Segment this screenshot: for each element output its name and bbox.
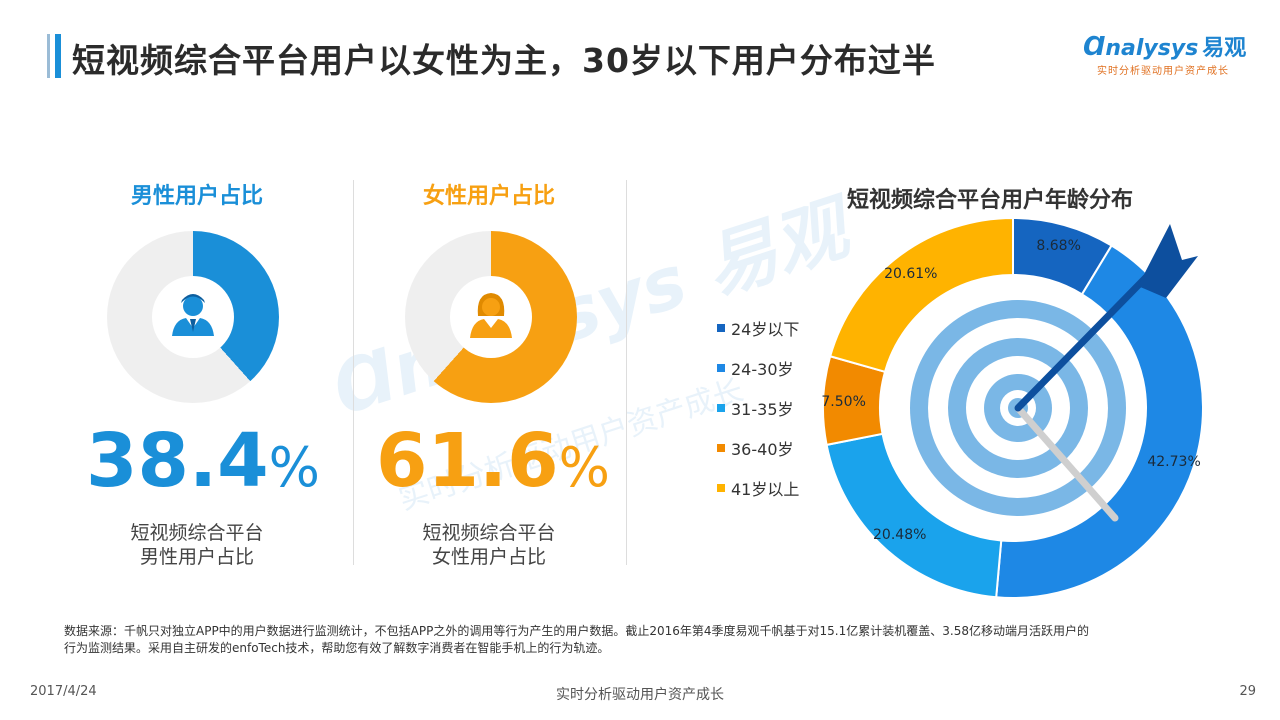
age-slice-label: 42.73% [1147, 454, 1200, 470]
data-source-note: 数据来源：千帆只对独立APP中的用户数据进行监测统计，不包括APP之外的调用等行… [64, 623, 1214, 657]
legend-swatch [717, 324, 725, 332]
legend-swatch [717, 484, 725, 492]
legend-label: 24岁以下 [731, 320, 800, 339]
female-caption: 短视频综合平台 女性用户占比 [369, 521, 609, 569]
panel-divider-2 [626, 180, 627, 565]
age-distribution-donut-chart: 8.68% 42.73% 20.48% 7.50% 20.61% [821, 218, 1204, 598]
female-caption-line2: 女性用户占比 [431, 546, 546, 568]
page-number: 29 [1239, 684, 1256, 699]
logo-tagline: 实时分析驱动用户资产成长 [1097, 66, 1229, 77]
logo-brand: nalysys [1105, 36, 1199, 61]
age-slice-label: 20.61% [884, 266, 937, 282]
title-accent-bar-light [47, 34, 50, 78]
male-caption-line1: 短视频综合平台 [130, 522, 264, 544]
age-chart-legend: 24岁以下 24-30岁 31-35岁 36-40岁 41岁以上 [717, 308, 799, 508]
female-percentage: 61.6% [343, 418, 643, 504]
legend-item: 41岁以上 [717, 468, 799, 508]
female-donut-center [450, 276, 532, 358]
title-accent-bar [55, 34, 61, 78]
male-caption-line2: 男性用户占比 [139, 546, 254, 568]
age-slice-label: 7.50% [821, 394, 865, 410]
male-percent-sign: % [268, 436, 320, 499]
logo-brand-cn: 易观 [1202, 36, 1247, 61]
legend-label: 36-40岁 [731, 440, 794, 459]
data-source-line1: 数据来源：千帆只对独立APP中的用户数据进行监测统计，不包括APP之外的调用等行… [64, 624, 1089, 638]
female-heading: 女性用户占比 [422, 184, 555, 209]
legend-label: 31-35岁 [731, 400, 794, 419]
legend-swatch [717, 364, 725, 372]
male-caption: 短视频综合平台 男性用户占比 [77, 521, 317, 569]
female-percent-sign: % [558, 436, 610, 499]
legend-item: 24-30岁 [717, 348, 799, 388]
brand-logo: Ɑnalysys 易观 实时分析驱动用户资产成长 [1083, 30, 1248, 77]
panel-divider-1 [353, 180, 354, 565]
footer-tagline: 实时分析驱动用户资产成长 [556, 687, 724, 703]
legend-swatch [717, 404, 725, 412]
male-percentage-value: 38.4 [86, 418, 269, 504]
female-share-donut [405, 231, 577, 403]
data-source-line2: 行为监测结果。采用自主研发的enfoTech技术，帮助您有效了解数字消费者在智能… [64, 641, 610, 655]
arrow-fletching-icon [1138, 224, 1198, 298]
legend-item: 24岁以下 [717, 308, 799, 348]
male-user-icon [172, 294, 214, 336]
legend-label: 41岁以上 [731, 480, 800, 499]
female-caption-line1: 短视频综合平台 [422, 522, 556, 544]
age-slice [995, 244, 1204, 598]
legend-label: 24-30岁 [731, 360, 794, 379]
legend-swatch [717, 444, 725, 452]
male-donut-center [152, 276, 234, 358]
legend-item: 36-40岁 [717, 428, 799, 468]
male-heading: 男性用户占比 [130, 184, 263, 209]
age-chart-title: 短视频综合平台用户年龄分布 [846, 188, 1133, 213]
female-user-icon [470, 293, 512, 338]
female-percentage-value: 61.6 [376, 418, 559, 504]
footer-date: 2017/4/24 [30, 684, 97, 699]
page-title: 短视频综合平台用户以女性为主，30岁以下用户分布过半 [72, 41, 936, 80]
age-slice [828, 218, 1014, 374]
male-percentage: 38.4% [53, 418, 353, 504]
arrow-shadow [1014, 404, 1119, 522]
male-share-donut [107, 231, 279, 403]
legend-item: 31-35岁 [717, 388, 799, 428]
age-slice-label: 8.68% [1036, 238, 1080, 254]
logo-a-icon: Ɑ [1083, 32, 1106, 62]
age-slice-label: 20.48% [873, 527, 926, 543]
